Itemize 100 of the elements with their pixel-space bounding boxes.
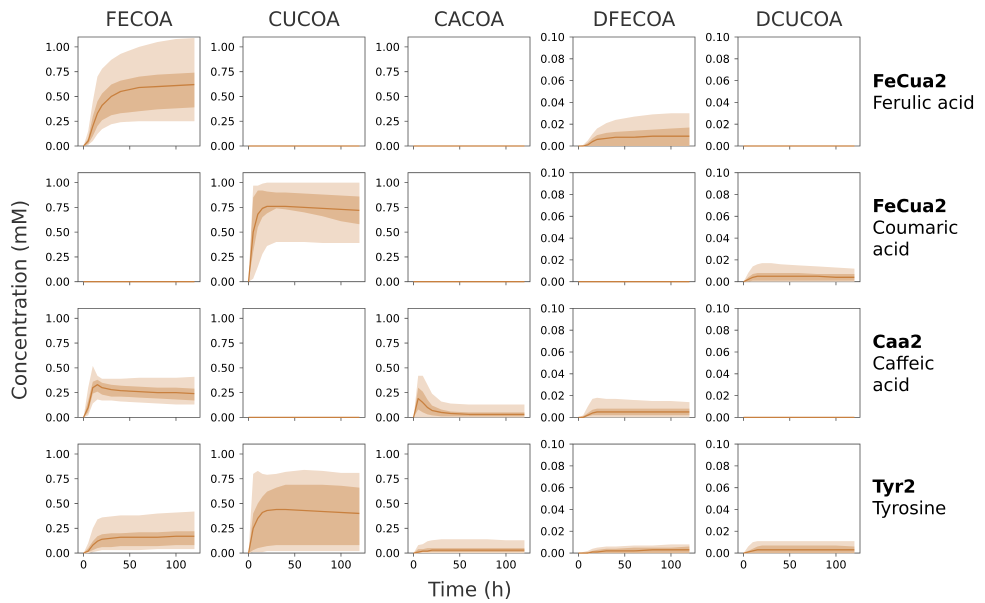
y-tick-label: 0.00 xyxy=(211,278,234,286)
chart-title: DCUCOA xyxy=(757,11,842,26)
y-tick-label: 0.50 xyxy=(376,364,400,372)
y-tick-label: 0.75 xyxy=(376,68,399,76)
x-tick-label: 0 xyxy=(576,560,582,569)
y-tick-label: 0.08 xyxy=(541,462,564,470)
y-tick-label: 0.25 xyxy=(211,524,234,532)
y-tick-label: 0.10 xyxy=(541,32,564,42)
y-tick-label: 0.08 xyxy=(706,326,730,334)
y-tick-label: 0.02 xyxy=(706,391,729,400)
y-tick-label: 0.02 xyxy=(541,120,564,128)
y-tick-label: 0.75 xyxy=(376,338,399,348)
y-tick-label: 0.02 xyxy=(706,256,729,264)
y-tick-label: 0.50 xyxy=(376,499,400,508)
chart-title: FECOA xyxy=(107,11,172,26)
y-tick-label: 0.02 xyxy=(541,391,564,400)
y-tick-label: 0.06 xyxy=(541,76,564,85)
y-tick-label: 0.04 xyxy=(541,98,564,107)
y-tick-label: 0.02 xyxy=(706,120,729,128)
y-tick-label: 0.25 xyxy=(211,252,234,262)
y-tick-label: 0.50 xyxy=(211,92,234,101)
y-tick-label: 0.08 xyxy=(541,54,564,63)
y-tick-label: 0.75 xyxy=(46,203,69,212)
y-tick-label: 0.75 xyxy=(211,474,234,483)
y-tick-label: 0.10 xyxy=(541,168,564,177)
y-tick-label: 0.00 xyxy=(706,548,730,558)
y-tick-label: 0.00 xyxy=(706,142,730,150)
y-tick-label: 0.25 xyxy=(46,117,69,126)
y-tick-label: 0.10 xyxy=(541,304,564,313)
y-tick-label: 0.10 xyxy=(706,32,730,42)
y-tick-label: 0.25 xyxy=(46,388,69,397)
y-tick-label: 0.50 xyxy=(211,499,234,508)
y-tick-label: 0.08 xyxy=(706,54,730,63)
y-tick-label: 0.06 xyxy=(541,212,564,220)
y-tick-label: 0.04 xyxy=(706,505,730,514)
y-tick-label: 0.75 xyxy=(211,338,234,348)
y-tick-label: 0.00 xyxy=(541,413,564,422)
y-tick-label: 0.50 xyxy=(376,92,400,101)
y-tick-label: 0.06 xyxy=(541,484,564,492)
y-tick-label: 0.50 xyxy=(46,499,70,508)
y-tick-label: 0.00 xyxy=(211,548,234,558)
y-tick-label: 0.02 xyxy=(541,256,564,264)
y-tick-label: 0.04 xyxy=(706,234,730,242)
y-tick-label: 0.25 xyxy=(211,117,234,126)
y-tick-label: 1.00 xyxy=(376,42,400,52)
y-tick-label: 0.04 xyxy=(706,98,730,107)
y-tick-label: 0.25 xyxy=(376,388,399,397)
y-tick-label: 0.00 xyxy=(46,278,70,286)
y-tick-label: 0.04 xyxy=(706,370,730,378)
x-tick-label: 100 xyxy=(662,560,681,569)
y-tick-label: 0.08 xyxy=(706,190,730,199)
text: FeCua2 xyxy=(874,198,946,212)
chart-title: DFECOA xyxy=(594,11,676,26)
y-tick-label: 0.00 xyxy=(541,548,564,558)
y-tick-label: 0.08 xyxy=(706,462,730,470)
y-tick-label: 0.50 xyxy=(46,92,70,101)
y-tick-label: 1.00 xyxy=(376,178,400,187)
y-tick-label: 0.06 xyxy=(706,484,730,492)
y-tick-label: 0.00 xyxy=(211,413,234,422)
x-tick-label: 0 xyxy=(246,560,252,569)
y-tick-label: 0.00 xyxy=(376,548,400,558)
y-tick-label: 0.75 xyxy=(376,203,399,212)
text: acid xyxy=(874,377,908,392)
x-tick-label: 100 xyxy=(332,560,351,569)
x-tick-label: 50 xyxy=(288,560,302,569)
y-tick-label: 1.00 xyxy=(376,450,400,458)
y-tick-label: 0.50 xyxy=(46,364,70,372)
y-tick-label: 1.00 xyxy=(46,42,70,52)
y-tick-label: 1.00 xyxy=(212,314,234,322)
y-tick-label: 0.02 xyxy=(706,527,729,536)
y-tick-label: 0.00 xyxy=(541,142,564,150)
y-tick-label: 0.25 xyxy=(376,117,399,126)
x-tick-label: 50 xyxy=(454,560,466,569)
x-tick-label: 50 xyxy=(784,560,796,569)
y-tick-label: 0.06 xyxy=(706,76,730,85)
x-tick-label: 50 xyxy=(124,560,136,569)
y-tick-label: 0.02 xyxy=(541,527,564,536)
y-tick-label: 0.50 xyxy=(211,228,234,236)
y-tick-label: 0.00 xyxy=(46,413,70,422)
y-tick-label: 0.75 xyxy=(211,68,234,76)
y-tick-label: 0.06 xyxy=(706,348,730,356)
y-tick-label: 1.00 xyxy=(376,314,400,322)
x-tick-label: 100 xyxy=(826,560,846,569)
y-axis-title: Concentration (mM) xyxy=(11,202,29,399)
y-tick-label: 0.50 xyxy=(211,364,234,372)
text: Tyr2 xyxy=(872,479,914,496)
y-tick-label: 0.25 xyxy=(46,524,69,532)
y-tick-label: 0.25 xyxy=(211,388,234,397)
y-tick-label: 0.10 xyxy=(706,168,730,177)
y-tick-label: 0.08 xyxy=(541,326,564,334)
x-tick-label: 0 xyxy=(80,560,86,569)
y-tick-label: 0.06 xyxy=(541,348,564,356)
text: Tyrosine xyxy=(872,500,946,518)
y-tick-label: 0.75 xyxy=(211,203,234,212)
y-tick-label: 0.00 xyxy=(211,142,234,150)
x-axis-title: Time (h) xyxy=(428,581,510,599)
text: Caffeic xyxy=(873,356,934,370)
y-tick-label: 1.00 xyxy=(46,314,70,322)
x-tick-label: 0 xyxy=(740,560,746,569)
y-tick-label: 0.00 xyxy=(376,278,400,286)
